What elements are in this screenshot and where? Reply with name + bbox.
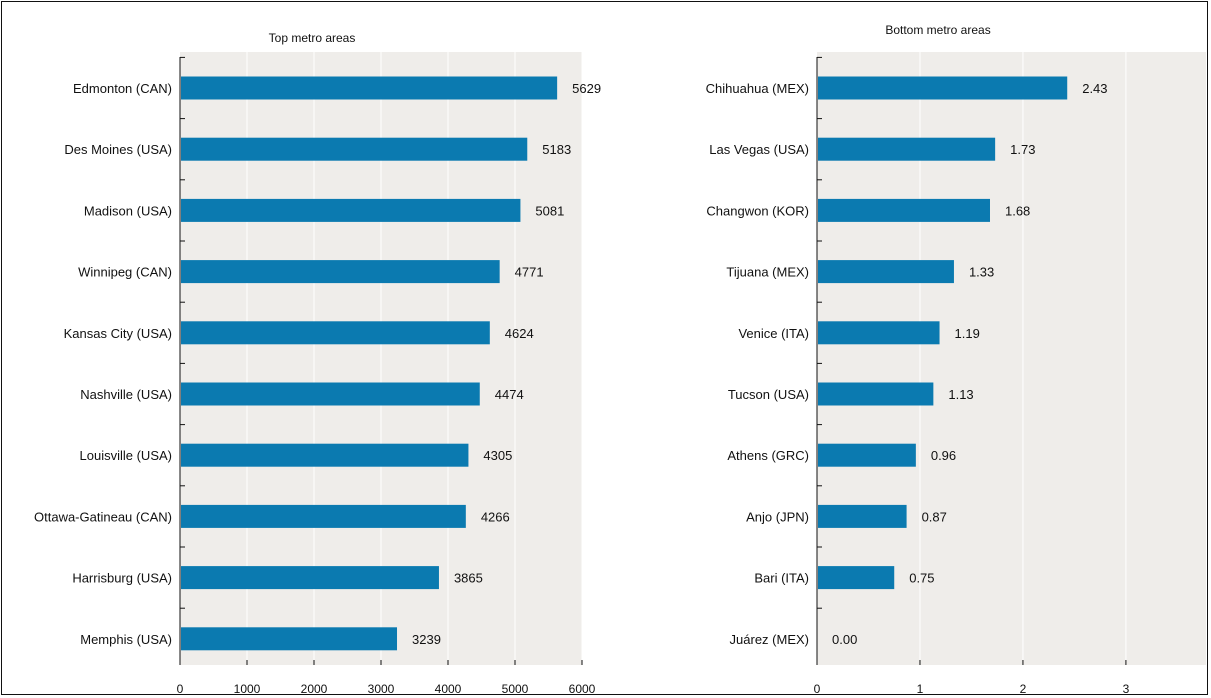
category-label: Anjo (JPN) [746, 509, 809, 524]
x-tick-label: 3 [1123, 682, 1130, 696]
bar [818, 198, 990, 222]
x-tick-label: 2 [1020, 682, 1027, 696]
bar [818, 382, 934, 406]
bar [181, 137, 528, 161]
category-label: Changwon (KOR) [706, 203, 809, 218]
category-label: Juárez (MEX) [730, 632, 809, 647]
value-label: 0.00 [832, 632, 857, 647]
bar [181, 76, 558, 100]
category-label: Venice (ITA) [738, 326, 809, 341]
bar [818, 566, 895, 590]
value-label: 1.33 [969, 265, 994, 280]
bar [818, 321, 940, 345]
value-label: 1.73 [1010, 142, 1035, 157]
category-label: Chihuahua (MEX) [706, 81, 809, 96]
bar [181, 566, 439, 590]
value-label: 4305 [483, 448, 512, 463]
value-label: 3239 [412, 632, 441, 647]
bottom-panel-title: Bottom metro areas [885, 23, 990, 37]
category-label: Winnipeg (CAN) [78, 265, 172, 280]
x-tick-label: 2000 [301, 682, 328, 696]
bar [181, 443, 469, 467]
category-label: Madison (USA) [84, 203, 172, 218]
value-label: 5183 [542, 142, 571, 157]
top-category-labels: Edmonton (CAN) Des Moines (USA) Madison (U… [34, 81, 172, 647]
category-label: Memphis (USA) [80, 632, 172, 647]
bar [181, 260, 500, 284]
bottom-bars [818, 76, 1068, 590]
x-tick-label: 1 [917, 682, 924, 696]
bar [181, 198, 521, 222]
x-tick-label: 4000 [435, 682, 462, 696]
top-metro-areas-panel: 5629 5183 5081 4771 4624 4474 4305 4266 3865 3239… [34, 31, 601, 696]
category-label: Louisville (USA) [80, 448, 172, 463]
value-label: 5081 [535, 203, 564, 218]
x-tick-label: 5000 [502, 682, 529, 696]
value-label: 4474 [495, 387, 524, 402]
category-label: Tucson (USA) [728, 387, 809, 402]
category-label: Athens (GRC) [727, 448, 809, 463]
category-label: Las Vegas (USA) [709, 142, 809, 157]
x-tick-label: 6000 [569, 682, 596, 696]
value-label: 1.19 [955, 326, 980, 341]
bottom-axis-ticks: 0 1 2 3 [814, 56, 1130, 696]
value-label: 5629 [572, 81, 601, 96]
x-tick-label: 0 [177, 682, 184, 696]
bar [818, 504, 907, 528]
category-label: Harrisburg (USA) [72, 571, 172, 586]
bar [818, 260, 954, 284]
value-label: 1.13 [948, 387, 973, 402]
value-label: 1.68 [1005, 203, 1030, 218]
category-label: Bari (ITA) [754, 571, 809, 586]
category-label: Kansas City (USA) [64, 326, 172, 341]
top-axis-ticks: 0 1000 2000 3000 4000 5000 6000 [177, 56, 596, 696]
category-label: Tijuana (MEX) [726, 265, 809, 280]
bar [818, 443, 916, 467]
bottom-category-labels: Chihuahua (MEX) Las Vegas (USA) Changwon (… [706, 81, 809, 647]
value-label: 0.87 [922, 509, 947, 524]
bar [818, 137, 996, 161]
bar [181, 382, 480, 406]
bar [181, 504, 466, 528]
bar [181, 627, 398, 651]
value-label: 4266 [481, 509, 510, 524]
value-label: 3865 [454, 571, 483, 586]
top-value-labels: 5629 5183 5081 4771 4624 4474 4305 4266 3865 3239 [412, 81, 601, 647]
bar [181, 321, 490, 345]
value-label: 0.75 [909, 571, 934, 586]
x-tick-label: 1000 [234, 682, 261, 696]
value-label: 4624 [505, 326, 534, 341]
top-bars [181, 76, 558, 651]
category-label: Des Moines (USA) [64, 142, 172, 157]
value-label: 0.96 [931, 448, 956, 463]
category-label: Ottawa-Gatineau (CAN) [34, 509, 172, 524]
x-tick-label: 3000 [368, 682, 395, 696]
bottom-value-labels: 2.43 1.73 1.68 1.33 1.19 1.13 0.96 0.87 0.75 0.00 [832, 81, 1108, 647]
bottom-metro-areas-panel: 2.43 1.73 1.68 1.33 1.19 1.13 0.96 0.87 0.75 0.00… [706, 23, 1206, 696]
value-label: 4771 [515, 265, 544, 280]
value-label: 2.43 [1082, 81, 1107, 96]
category-label: Edmonton (CAN) [73, 81, 172, 96]
top-panel-title: Top metro areas [269, 31, 356, 45]
bar [818, 76, 1068, 100]
x-tick-label: 0 [814, 682, 821, 696]
category-label: Nashville (USA) [80, 387, 172, 402]
